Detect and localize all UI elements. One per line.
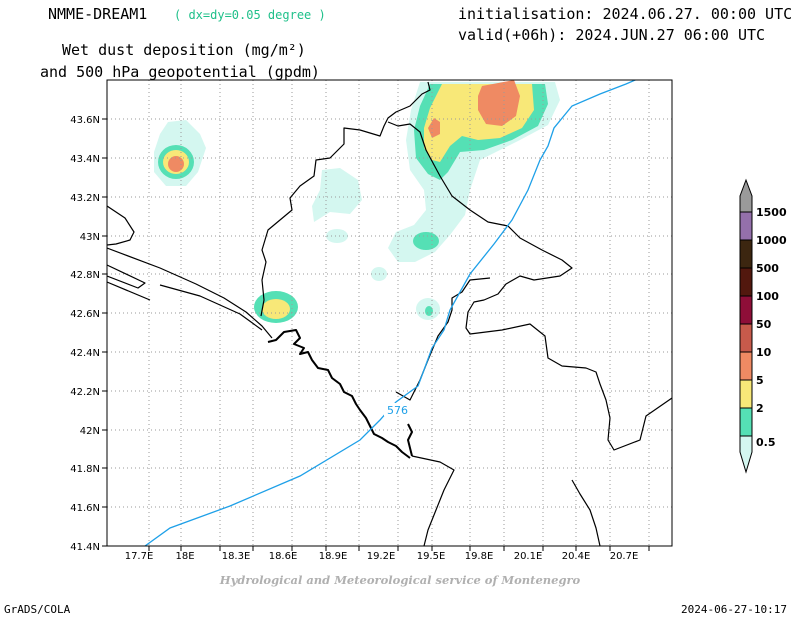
variable-title-line1: Wet dust deposition (mg/m²) [62,41,306,59]
variable-title-line2: and 500 hPa geopotential (gpdm) [40,63,320,81]
lat-tick-labels: 43.6N 43.4N 43.2N 43N 42.8N 42.6N 42.4N … [70,115,100,553]
lon-tick-label: 20.4E [562,551,591,562]
lat-tick-label: 42.8N [70,270,100,281]
map-area: 576 [107,80,672,546]
valid-time: valid(+06h): 2024.JUN.27 06:00 UTC [458,26,766,44]
contour-label: 576 [387,404,408,417]
lat-tick-label: 41.6N [70,503,100,514]
lat-tick-label: 43N [80,232,100,243]
lat-tick-label: 42.6N [70,309,100,320]
lat-tick-label: 42N [80,426,100,437]
lon-tick-label: 18.9E [319,551,348,562]
axis-ticks [102,118,650,551]
lon-tick-label: 19.8E [465,551,494,562]
lon-tick-label: 17.7E [125,551,154,562]
lon-tick-label: 20.1E [514,551,543,562]
software-label: GrADS/COLA [4,603,71,616]
lat-tick-label: 43.4N [70,154,100,165]
coastline-detail [267,329,413,459]
initialisation-time: initialisation: 2024.06.27. 00:00 UTC [458,5,793,23]
lat-tick-label: 42.2N [70,387,100,398]
resolution-note: ( dx=dy=0.05 degree ) [174,8,326,22]
dust-field [154,80,560,323]
grid [107,80,672,546]
render-timestamp: 2024-06-27-10:17 [681,603,787,616]
lat-tick-label: 42.4N [70,348,100,359]
lat-tick-label: 41.8N [70,464,100,475]
lon-tick-label: 18E [175,551,194,562]
geopotential-contour-576 [144,80,637,546]
lon-tick-label: 18.3E [222,551,251,562]
lat-tick-label: 41.4N [70,542,100,553]
lon-tick-label: 19.2E [367,551,396,562]
lat-tick-label: 43.2N [70,193,100,204]
lon-tick-label: 18.6E [269,551,298,562]
credit-line: Hydrological and Meteorological service … [219,573,581,587]
model-title: NMME-DREAM1 [48,5,148,23]
lon-tick-label: 19.5E [417,551,446,562]
contour-label-bg [384,403,410,416]
lon-tick-label: 20.7E [610,551,639,562]
lon-tick-labels: 17.7E 18E 18.3E 18.6E 18.9E 19.2E 19.5E … [125,551,639,562]
lat-tick-label: 43.6N [70,115,100,126]
